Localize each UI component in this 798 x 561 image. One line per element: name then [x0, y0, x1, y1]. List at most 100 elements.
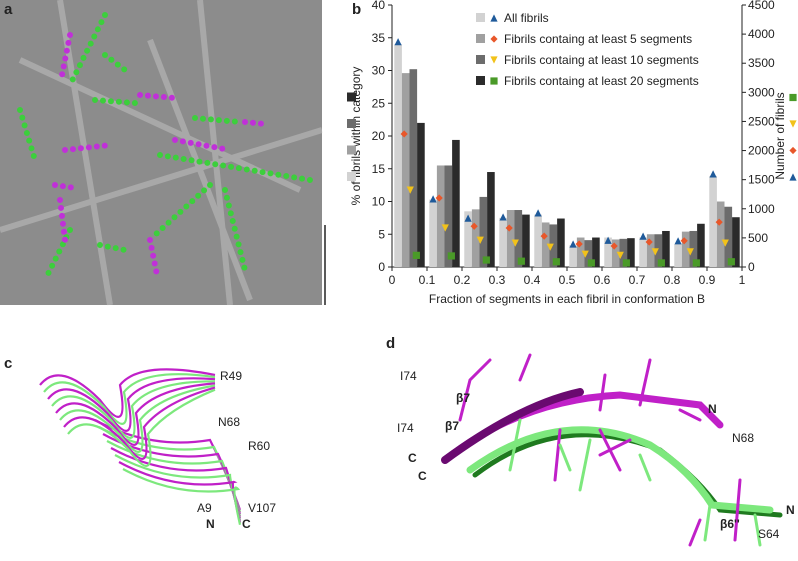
bar [409, 69, 418, 267]
bar [479, 196, 488, 267]
bar [499, 217, 507, 267]
x-tick-label: 0.7 [629, 273, 646, 287]
bar [662, 230, 670, 267]
residue-label: R60 [248, 439, 270, 453]
bar [394, 44, 402, 267]
bar [534, 214, 542, 267]
y2-tick-label: 1000 [748, 202, 775, 216]
legend-label: Fibrils containg at least 5 segments [504, 32, 692, 46]
residue-label: N [708, 402, 717, 416]
bar [697, 223, 705, 267]
marker [546, 243, 554, 251]
y-tick-label: 20 [372, 129, 386, 143]
bar [452, 139, 460, 267]
bar [724, 206, 733, 267]
bar [576, 237, 585, 267]
legend-label: Fibrils containg at least 20 segments [504, 74, 699, 88]
marker [692, 259, 700, 267]
x-tick-label: 0 [389, 273, 396, 287]
x-tick-label: 0.6 [594, 273, 611, 287]
y2-tick-label: 2000 [748, 144, 775, 158]
marker [674, 237, 682, 245]
y-tick-label: 10 [372, 195, 386, 209]
residue-label: β7 [456, 391, 470, 405]
bar [444, 165, 453, 267]
marker [581, 250, 589, 258]
y2-axis-label: Number of fibrils [773, 92, 787, 179]
y-tick-label: 35 [372, 31, 386, 45]
marker [490, 56, 498, 64]
marker [575, 240, 583, 248]
marker [552, 258, 560, 266]
bar [639, 237, 647, 267]
bar [592, 237, 600, 267]
structure-c [39, 368, 242, 525]
residue-label: N [206, 517, 215, 531]
residue-label: C [242, 517, 251, 531]
legend-swatch [476, 76, 485, 85]
y2-tick-label: 3000 [748, 85, 775, 99]
marker [499, 213, 507, 221]
marker [610, 242, 618, 250]
bar [619, 238, 628, 267]
legend-swatch [476, 55, 485, 64]
bar [557, 218, 565, 267]
bar [514, 210, 523, 267]
y2-tick-label: 2500 [748, 114, 775, 128]
marker [616, 251, 624, 259]
bar [471, 209, 480, 267]
marker [645, 238, 653, 246]
panel-label: b [352, 1, 361, 18]
marker [470, 222, 478, 230]
marker [789, 120, 797, 128]
ribbon [67, 388, 242, 525]
bar [429, 199, 437, 267]
marker [657, 259, 665, 267]
bar [604, 237, 612, 267]
y-tick-label: 0 [378, 260, 385, 274]
residue-label: β6'' [720, 517, 740, 531]
x-tick-label: 0.3 [489, 273, 506, 287]
marker [490, 35, 498, 43]
marker [715, 218, 723, 226]
marker [482, 256, 490, 264]
y-tick-label: 40 [372, 0, 386, 12]
bar [436, 165, 445, 267]
y2-tick-label: 0 [748, 260, 755, 274]
bar [709, 175, 717, 267]
x-tick-label: 0.1 [419, 273, 436, 287]
fibril-markers [17, 12, 313, 283]
bar [584, 240, 593, 267]
legend-swatch [476, 34, 485, 43]
bar [611, 239, 620, 267]
residue-label: V107 [248, 501, 276, 515]
marker [622, 259, 630, 267]
marker [727, 258, 735, 266]
marker [789, 173, 797, 181]
residue-label: N68 [218, 415, 240, 429]
bar [541, 222, 550, 267]
bar [401, 73, 410, 268]
bar [681, 231, 690, 267]
bar [506, 210, 515, 267]
marker [789, 93, 797, 102]
marker [490, 77, 498, 85]
bar [654, 234, 663, 267]
y2-tick-label: 4500 [748, 0, 775, 12]
residue-label: R49 [220, 369, 242, 383]
x-tick-label: 0.9 [699, 273, 716, 287]
marker [534, 209, 542, 217]
residue-label: C [408, 451, 417, 465]
marker [406, 186, 414, 194]
residue-label: S64 [758, 527, 780, 541]
side-key [347, 119, 356, 128]
marker [505, 224, 513, 232]
x-tick-label: 1 [739, 273, 746, 287]
marker [447, 252, 455, 260]
marker [394, 38, 402, 46]
bar [569, 245, 577, 267]
residue-label: C [418, 469, 427, 483]
side-key [347, 92, 356, 102]
marker [639, 232, 647, 240]
marker [540, 232, 548, 240]
